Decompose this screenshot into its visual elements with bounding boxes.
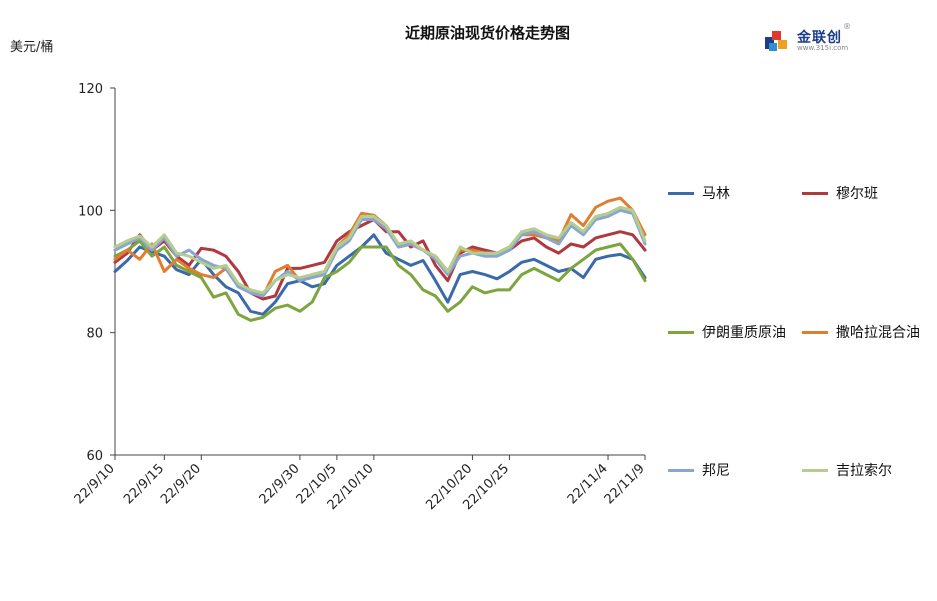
legend-label: 穆尔班: [836, 186, 878, 202]
legend-label: 马林: [702, 186, 730, 202]
legend-swatch: [668, 468, 694, 472]
x-tick-label: 22/9/10: [72, 461, 118, 507]
series-line-3: [113, 239, 647, 322]
legend-item: 吉拉索尔: [802, 460, 892, 480]
brand-logo: 金联创 www.315i.com ®: [765, 22, 875, 55]
legend-swatch: [802, 191, 828, 195]
legend-item: 穆尔班: [802, 183, 878, 203]
y-tick-label: 120: [78, 82, 103, 97]
logo-mark-icon: [765, 31, 787, 51]
x-tick-label: 22/9/20: [158, 461, 204, 507]
x-tick-label: 22/11/4: [565, 461, 611, 507]
y-axis-unit: 美元/桶: [10, 40, 54, 55]
chart-title: 近期原油现货价格走势图: [404, 24, 570, 42]
legend-label: 吉拉索尔: [836, 463, 892, 479]
legend-item: 邦尼: [668, 460, 730, 480]
logo-registered-mark: ®: [843, 22, 851, 31]
series-line-5: [113, 208, 647, 298]
x-tick-label: 22/9/15: [121, 461, 167, 507]
y-tick-label: 80: [86, 327, 103, 342]
logo-url: www.315i.com: [797, 44, 849, 52]
legend-swatch: [668, 330, 694, 334]
legend-item: 马林: [668, 183, 730, 203]
legend-label: 撒哈拉混合油: [836, 325, 920, 341]
legend-item: 伊朗重质原油: [668, 322, 786, 342]
series-line-6: [113, 205, 647, 295]
y-tick-label: 100: [78, 204, 103, 219]
legend-item: 撒哈拉混合油: [802, 322, 920, 342]
x-tick-label: 22/9/30: [257, 461, 303, 507]
legend-label: 邦尼: [702, 463, 730, 479]
x-tick-label: 22/11/9: [602, 461, 648, 507]
y-tick-label: 60: [86, 449, 103, 464]
legend-swatch: [802, 468, 828, 472]
legend-swatch: [802, 330, 828, 334]
logo-name: 金联创: [797, 30, 842, 46]
legend-swatch: [668, 191, 694, 195]
legend-label: 伊朗重质原油: [702, 325, 786, 341]
